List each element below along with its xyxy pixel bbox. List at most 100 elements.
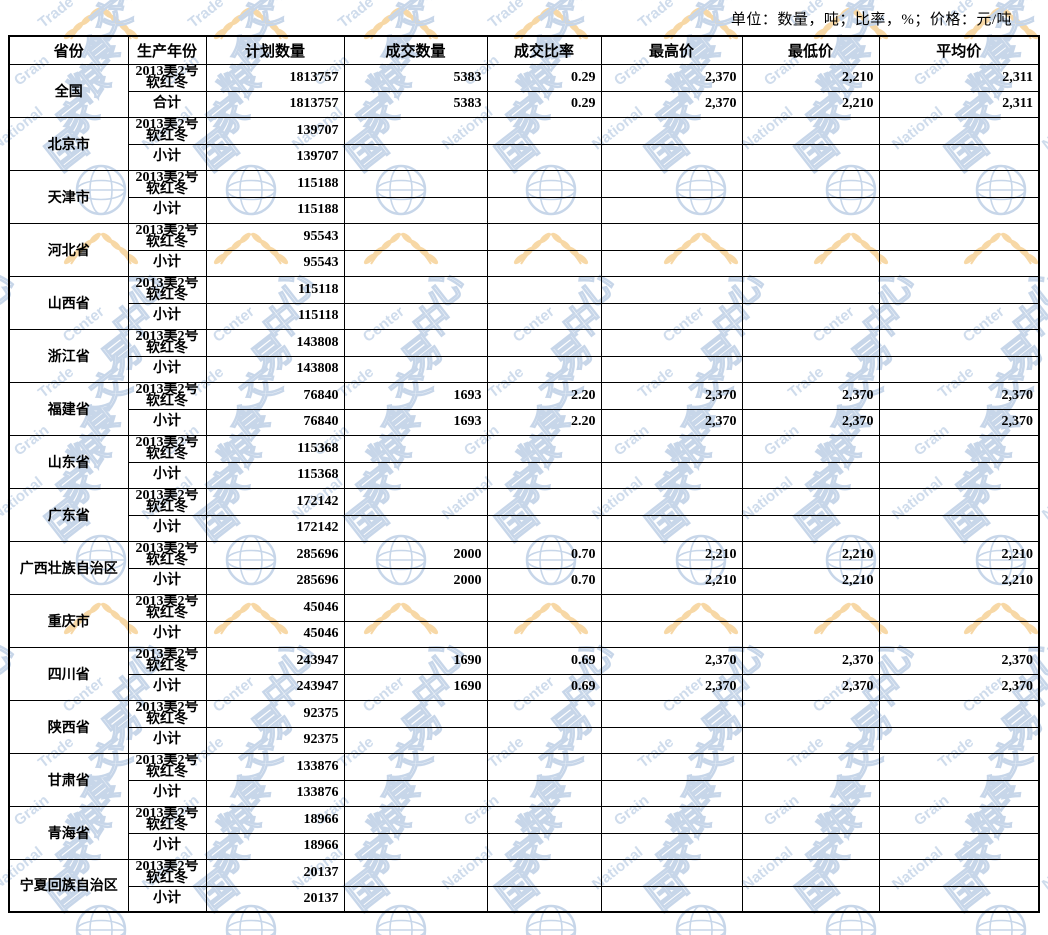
- min-price-cell: [741, 302, 880, 330]
- deal-ratio-cell: [486, 328, 602, 357]
- table-row: 青海省 2013美2号 软红冬 18966: [8, 805, 1040, 860]
- deal-ratio-cell: [486, 275, 602, 304]
- deal-ratio-cell: 0.29: [486, 63, 602, 92]
- max-price-cell: [600, 487, 743, 516]
- deal-ratio-cell: [486, 434, 602, 463]
- deal-qty-cell: [343, 858, 488, 887]
- deal-qty-cell: 5383: [343, 63, 488, 92]
- avg-price-cell: [878, 779, 1040, 807]
- table-row: 福建省 2013美2号 软红冬 76840 1693 2.20 2,370 2,370 2,37…: [8, 381, 1040, 436]
- avg-price-cell: [878, 726, 1040, 754]
- header-max-price: 最高价: [600, 35, 743, 65]
- watermark-en-word: National: [1039, 103, 1048, 154]
- plan-qty-cell: 285696: [205, 540, 345, 569]
- plan-qty-cell: 20137: [205, 885, 345, 913]
- year-cell: 2013美2号 软红冬: [127, 699, 207, 728]
- deal-ratio-cell: 0.69: [486, 673, 602, 701]
- avg-price-cell: [878, 514, 1040, 542]
- table-row: 天津市 2013美2号 软红冬 115188: [8, 169, 1040, 224]
- deal-qty-cell: 1690: [343, 646, 488, 675]
- deal-ratio-cell: 0.29: [486, 90, 602, 118]
- province-cell: 全国: [8, 63, 129, 118]
- deal-ratio-cell: [486, 249, 602, 277]
- avg-price-cell: 2,311: [878, 63, 1040, 92]
- watermark-en-word: Trade: [485, 0, 528, 32]
- avg-price-cell: 2,370: [878, 646, 1040, 675]
- avg-price-cell: [878, 885, 1040, 913]
- watermark-cn-char: 易: [545, 0, 599, 12]
- year-cell: 2013美2号 软红冬: [127, 593, 207, 622]
- deal-ratio-cell: [486, 752, 602, 781]
- table-row: 小计 92375: [9, 726, 1040, 754]
- min-price-cell: [741, 885, 880, 913]
- min-price-cell: [741, 116, 880, 145]
- min-price-cell: 2,210: [741, 567, 880, 595]
- avg-price-cell: [878, 832, 1040, 860]
- avg-price-cell: [878, 143, 1040, 171]
- watermark-en-word: Trade: [335, 0, 378, 32]
- table-row: 重庆市 2013美2号 软红冬 45046: [8, 593, 1040, 648]
- max-price-cell: [600, 779, 743, 807]
- year-cell: 小计: [127, 832, 207, 860]
- max-price-cell: [600, 858, 743, 887]
- min-price-cell: [741, 487, 880, 516]
- max-price-cell: [600, 328, 743, 357]
- max-price-cell: 2,370: [600, 63, 743, 92]
- avg-price-cell: [878, 752, 1040, 781]
- max-price-cell: [600, 116, 743, 145]
- deal-qty-cell: 2000: [343, 567, 488, 595]
- deal-qty-cell: [343, 328, 488, 357]
- province-cell: 天津市: [8, 169, 129, 224]
- min-price-cell: 2,370: [741, 646, 880, 675]
- deal-ratio-cell: [486, 461, 602, 489]
- avg-price-cell: [878, 461, 1040, 489]
- table-row: 小计 20137: [9, 885, 1040, 913]
- plan-qty-cell: 172142: [205, 514, 345, 542]
- avg-price-cell: [878, 249, 1040, 277]
- plan-qty-cell: 139707: [205, 116, 345, 145]
- watermark-en-word: National: [1039, 473, 1048, 524]
- max-price-cell: [600, 620, 743, 648]
- deal-qty-cell: [343, 275, 488, 304]
- avg-price-cell: 2,210: [878, 567, 1040, 595]
- province-cell: 山东省: [8, 434, 129, 489]
- min-price-cell: [741, 858, 880, 887]
- deal-qty-cell: 5383: [343, 90, 488, 118]
- year-cell: 小计: [127, 779, 207, 807]
- avg-price-cell: [878, 434, 1040, 463]
- table-row: 宁夏回族自治区 2013美2号 软红冬 20137: [8, 858, 1040, 913]
- table-row: 四川省 2013美2号 软红冬 243947 1690 0.69 2,370 2,370 2,3…: [8, 646, 1040, 701]
- header-deal-ratio: 成交比率: [486, 35, 602, 65]
- avg-price-cell: [878, 699, 1040, 728]
- avg-price-cell: [878, 805, 1040, 834]
- plan-qty-cell: 285696: [205, 567, 345, 595]
- deal-qty-cell: [343, 805, 488, 834]
- max-price-cell: [600, 752, 743, 781]
- year-cell: 小计: [127, 408, 207, 436]
- grain-trade-table: 省份 生产年份 计划数量 成交数量 成交比率 最高价 最低价 平均价 全国 201…: [8, 35, 1040, 913]
- plan-qty-cell: 115118: [205, 302, 345, 330]
- deal-ratio-cell: [486, 169, 602, 198]
- deal-qty-cell: [343, 116, 488, 145]
- year-cell: 2013美2号 软红冬: [127, 116, 207, 145]
- year-cell: 小计: [127, 249, 207, 277]
- table-row: 小计 133876: [9, 779, 1040, 807]
- plan-qty-cell: 1813757: [205, 90, 345, 118]
- year-cell: 2013美2号 软红冬: [127, 540, 207, 569]
- plan-qty-cell: 133876: [205, 779, 345, 807]
- header-min-price: 最低价: [741, 35, 880, 65]
- deal-ratio-cell: [486, 514, 602, 542]
- deal-qty-cell: [343, 222, 488, 251]
- max-price-cell: [600, 196, 743, 224]
- province-cell: 甘肃省: [8, 752, 129, 807]
- avg-price-cell: [878, 222, 1040, 251]
- watermark-en-word: National: [1039, 843, 1048, 894]
- plan-qty-cell: 1813757: [205, 63, 345, 92]
- deal-ratio-cell: [486, 699, 602, 728]
- deal-ratio-cell: [486, 196, 602, 224]
- deal-qty-cell: [343, 620, 488, 648]
- table-row: 广西壮族自治区 2013美2号 软红冬 285696 2000 0.70 2,210 2,21…: [8, 540, 1040, 595]
- province-cell: 山西省: [8, 275, 129, 330]
- table-row: 小计 45046: [9, 620, 1040, 648]
- max-price-cell: 2,210: [600, 567, 743, 595]
